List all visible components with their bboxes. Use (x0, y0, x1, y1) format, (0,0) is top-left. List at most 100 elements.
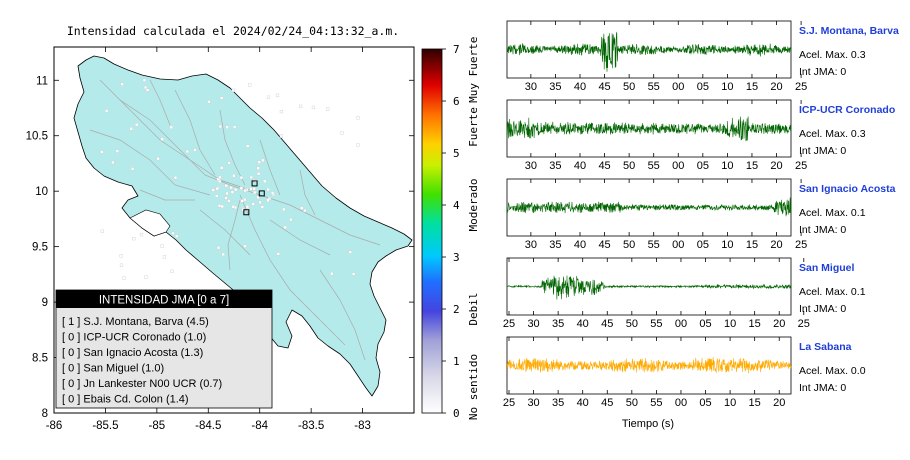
city-dot (263, 179, 267, 183)
waveform-tick-label: 25 (795, 160, 807, 172)
city-dot (120, 82, 124, 86)
city-dot (218, 124, 222, 129)
city-dot (215, 194, 219, 198)
map-y-tick-label: 8 (42, 408, 48, 420)
waveform-tick-label: 20 (770, 239, 782, 251)
station-name: San Miguel (799, 262, 855, 274)
city-dot (330, 272, 334, 276)
map-x-tick-label: -85 (149, 420, 166, 432)
city-dot (248, 83, 252, 87)
station-marker (258, 190, 265, 197)
city-dot (219, 96, 224, 100)
station-marker (251, 180, 258, 187)
waveform-tick-label: 05 (697, 81, 709, 93)
station-name: S.J. Montana, Barva (799, 25, 899, 37)
city-dot (227, 161, 231, 165)
city-dot (221, 252, 225, 257)
city-dot (231, 205, 235, 209)
waveform-tick-label: 45 (601, 318, 613, 330)
waveform-tick-label: 30 (527, 318, 539, 330)
waveform-tick-label: 35 (549, 81, 561, 93)
city-dot (122, 276, 126, 280)
city-dot (239, 186, 243, 190)
city-dot (243, 244, 247, 248)
waveform-panels: 30 35 40 45 50 55 00 05 10 15 20 25 S.J. Montana, Ba… (503, 20, 899, 409)
map-y-tick-label: 9 (42, 297, 48, 309)
waveform-tick-label: 50 (626, 318, 638, 330)
city-dot (256, 195, 260, 199)
waveform-tick-label: 25 (798, 318, 810, 330)
colorbar-class-label: No sentido (467, 354, 480, 420)
city-dot (193, 148, 197, 152)
city-dot (173, 176, 178, 180)
waveform-tick-label: 15 (749, 318, 761, 330)
waveform-tick-label: 45 (598, 81, 610, 93)
colorbar-labels: No sentido Debil Moderado Fuerte Muy Fuerte (467, 37, 480, 420)
city-dot (270, 191, 275, 195)
city-dot (266, 187, 270, 192)
city-dot (326, 107, 330, 111)
city-dot (211, 188, 215, 192)
city-dot (266, 95, 271, 99)
city-dot (251, 202, 255, 206)
city-dot (169, 125, 173, 129)
waveform-panel: 30 35 40 45 50 55 00 05 10 15 20 25 S.J. Montana, Ba… (506, 20, 899, 93)
city-dot (279, 109, 284, 114)
city-dot (170, 269, 174, 273)
city-dot (218, 175, 222, 179)
legend-item: [ 1 ] S.J. Montana, Barva (4.5) (62, 316, 209, 328)
station-int-jma: Int JMA: 0 (799, 303, 846, 315)
station-name: ICP-UCR Coronado (799, 104, 895, 116)
waveform-tick-label: 25 (503, 397, 515, 409)
city-dot (258, 200, 262, 204)
map-x-tick-label: -83 (354, 420, 371, 432)
station-int-jma: Int JMA: 0 (799, 382, 846, 394)
time-axis-label: Tiempo (s) (622, 418, 674, 430)
colorbar-tick-label: 4 (453, 199, 460, 212)
waveform-tick-label: 30 (525, 81, 537, 93)
waveform-tick-label: 55 (648, 239, 660, 251)
city-dot (224, 196, 228, 200)
station-int-jma: Int JMA: 0 (799, 66, 846, 78)
colorbar-tick-label: 7 (453, 43, 460, 56)
city-dot (243, 197, 247, 202)
map-x-tick-label: -85.5 (92, 420, 118, 432)
waveform-tick-label: 10 (721, 160, 733, 172)
city-dot (100, 150, 104, 154)
city-dot (275, 93, 280, 97)
station-markers (243, 180, 265, 216)
city-dot (240, 199, 244, 203)
city-dot (260, 205, 264, 209)
legend-box (55, 289, 273, 409)
waveform-tick-label: 40 (577, 318, 589, 330)
waveform-tick-label: 35 (549, 239, 561, 251)
waveform-tick-label: 20 (770, 160, 782, 172)
intensity-legend: INTENSIDAD JMA [0 a 7] [ 1 ] S.J. Montan… (55, 289, 273, 409)
nicoya-gulf-water (129, 209, 171, 237)
waveform-tick-label: 10 (724, 397, 736, 409)
city-dot (160, 244, 164, 248)
waveform-tick-label: 15 (746, 239, 758, 251)
waveform-tick-label: 25 (795, 81, 807, 93)
waveform-tick-label: 05 (699, 397, 711, 409)
city-dot (119, 254, 123, 258)
map-y-tick-label: 11 (36, 75, 48, 87)
city-dot (224, 184, 228, 188)
city-dot (299, 104, 303, 108)
city-dot (246, 144, 250, 148)
waveform-tick-label: 00 (675, 318, 687, 330)
city-dot (142, 78, 147, 82)
map-x-tick-label: -84.5 (195, 420, 221, 432)
colorbar-ticks: 0 1 2 3 4 5 6 7 (442, 43, 460, 420)
waveform-tick-label: 40 (574, 160, 586, 172)
waveform-tick-label: 55 (648, 160, 660, 172)
legend-item: [ 0 ] San Ignacio Acosta (1.3) (62, 347, 203, 359)
map-x-tick-label: -84 (251, 420, 268, 432)
waveform-tick-label: 10 (721, 81, 733, 93)
city-dot (234, 187, 238, 192)
city-dot (252, 187, 256, 191)
waveform-tick-label: 45 (598, 160, 610, 172)
map-y-tick-label: 9.5 (32, 242, 48, 254)
waveform-tick-label: 00 (672, 239, 684, 251)
